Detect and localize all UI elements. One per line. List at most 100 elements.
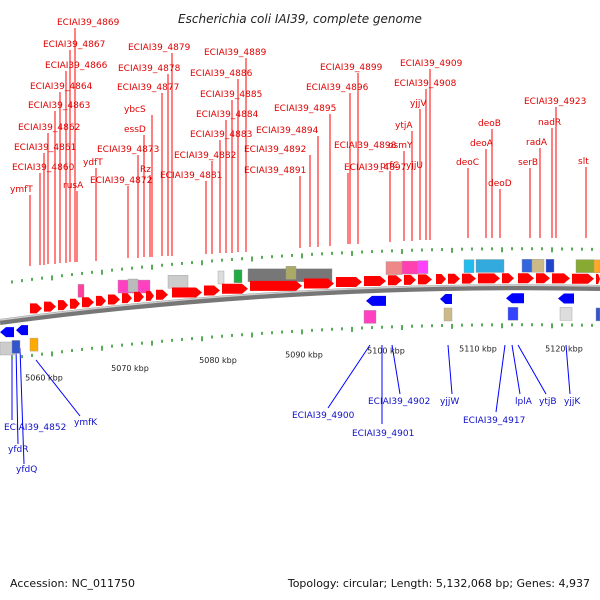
- gene-label-top[interactable]: Rz: [140, 165, 151, 175]
- gene-label-top[interactable]: rusA: [63, 181, 84, 191]
- gene-label-top[interactable]: ECIAI39_4891: [244, 166, 306, 176]
- gene-label-top[interactable]: ECIAI39_4884: [196, 110, 259, 120]
- gene-label-top[interactable]: slt: [578, 157, 589, 167]
- gene-arrow-reverse: [558, 293, 574, 304]
- gene-arrow-reverse: [366, 295, 386, 306]
- gene-label-top[interactable]: ECIAI39_4863: [28, 101, 90, 111]
- gene-arrow-forward: [222, 283, 248, 294]
- genome-backbone-highlight: [0, 284, 600, 321]
- gene-label-top[interactable]: serB: [518, 158, 538, 168]
- label-leader-lines: [11, 28, 587, 465]
- gene-label-top[interactable]: ydfT: [83, 158, 103, 168]
- gene-label-top[interactable]: ECIAI39_4896: [306, 83, 369, 93]
- gene-label-bottom[interactable]: ECIAI39_4901: [352, 429, 414, 439]
- gene-label-bottom[interactable]: ECIAI39_4852: [4, 423, 66, 433]
- gene-arrow-forward: [122, 293, 132, 304]
- gene-label-bottom[interactable]: ECIAI39_4902: [368, 397, 430, 407]
- gene-label-bottom[interactable]: ytjB: [539, 397, 557, 407]
- gene-arrow-forward: [404, 274, 416, 285]
- gene-labels: ECIAI39_4869 ECIAI39_4867 ECIAI39_4866 ECIA…: [4, 18, 589, 475]
- gene-arrow-reverse: [0, 327, 14, 338]
- leader-line-bottom: [35, 359, 81, 417]
- gene-label-top[interactable]: ECIAI39_4885: [200, 90, 262, 100]
- gene-label-top[interactable]: ymfT: [10, 185, 33, 195]
- gene-label-bottom[interactable]: lplA: [515, 397, 533, 407]
- gene-arrow-forward: [572, 273, 594, 284]
- gene-arrow-forward: [30, 303, 42, 314]
- gene-label-top[interactable]: yjjV: [410, 99, 427, 109]
- accession-text: Accession: NC_011750: [10, 577, 135, 590]
- gene-label-top[interactable]: radA: [526, 138, 548, 148]
- feature-box-lower: [11, 340, 21, 354]
- gene-label-top[interactable]: ECIAI39_4862: [18, 123, 80, 133]
- gene-label-bottom[interactable]: yfdQ: [16, 465, 37, 475]
- gene-arrow-forward: [58, 300, 68, 311]
- feature-boxes: [0, 259, 600, 356]
- gene-label-bottom[interactable]: ymfK: [74, 418, 98, 428]
- feature-box-lower: [363, 310, 377, 324]
- gene-arrow-forward: [250, 280, 302, 291]
- scale-label: 5120 kbp: [545, 344, 583, 353]
- feature-box-upper: [385, 261, 403, 275]
- gene-label-top[interactable]: essD: [124, 125, 146, 135]
- leader-line-bottom: [447, 344, 453, 395]
- gene-label-top[interactable]: ECIAI39_4892: [244, 145, 306, 155]
- gene-label-top[interactable]: ECIAI39_4877: [117, 83, 179, 93]
- gene-label-top[interactable]: ECIAI39_4878: [118, 64, 181, 74]
- gene-label-top[interactable]: ECIAI39_4923: [524, 97, 586, 107]
- gene-arrow-forward: [70, 298, 80, 309]
- gene-arrows: [0, 273, 600, 338]
- gene-arrow-forward: [172, 287, 202, 298]
- gene-arrow-forward: [448, 273, 460, 284]
- kbp-ticks: [11, 247, 593, 360]
- gene-label-top[interactable]: ECIAI39_4895: [274, 104, 336, 114]
- feature-box-lower: [443, 307, 453, 322]
- leader-line-bottom: [15, 347, 19, 445]
- gene-label-top[interactable]: ECIAI39_4909: [400, 59, 463, 69]
- gene-label-top[interactable]: ECIAI39_4866: [45, 61, 108, 71]
- gene-label-bottom[interactable]: yfdR: [8, 445, 28, 455]
- gene-label-top[interactable]: ECIAI39_4899: [320, 63, 383, 73]
- gene-label-top[interactable]: nadR: [538, 118, 561, 128]
- leader-line-bottom: [565, 344, 571, 395]
- gene-label-top[interactable]: ECIAI39_4883: [190, 130, 252, 140]
- gene-label-bottom[interactable]: yjjW: [440, 397, 459, 407]
- gene-label-top[interactable]: ECIAI39_4889: [204, 48, 267, 58]
- gene-label-top[interactable]: ECIAI39_4882: [174, 151, 236, 161]
- gene-label-top[interactable]: ECIAI39_4897: [344, 163, 406, 173]
- leader-line-bottom: [327, 344, 371, 409]
- gene-label-top[interactable]: ECIAI39_4864: [30, 82, 93, 92]
- gene-label-top[interactable]: ECIAI39_4861: [14, 143, 76, 153]
- gene-label-top[interactable]: deoA: [470, 139, 494, 149]
- gene-label-top[interactable]: osmY: [388, 141, 413, 151]
- gene-label-bottom[interactable]: ECIAI39_4917: [463, 416, 525, 426]
- gene-label-top[interactable]: ytjA: [395, 121, 413, 131]
- gene-label-top[interactable]: ECIAI39_4886: [190, 69, 253, 79]
- gene-arrow-forward: [418, 274, 432, 285]
- gene-label-top[interactable]: ECIAI39_4898: [334, 141, 397, 151]
- feature-box-upper: [593, 259, 600, 274]
- gene-arrow-forward: [518, 273, 534, 284]
- gene-label-top[interactable]: ECIAI39_4873: [97, 145, 159, 155]
- gene-label-top[interactable]: ECIAI39_4867: [43, 40, 105, 50]
- feature-box-upper: [233, 269, 243, 283]
- gene-label-top[interactable]: deoC: [456, 158, 479, 168]
- gene-label-top[interactable]: ECIAI39_4860: [12, 163, 75, 173]
- scale-label: 5090 kbp: [285, 350, 323, 359]
- gene-label-bottom[interactable]: ECIAI39_4900: [292, 411, 355, 421]
- gene-label-top[interactable]: prfC: [380, 161, 399, 171]
- gene-label-top[interactable]: ECIAI39_4872: [90, 176, 152, 186]
- gene-label-top[interactable]: ECIAI39_4908: [394, 79, 457, 89]
- gene-label-top[interactable]: ECIAI39_4869: [57, 18, 120, 28]
- gene-arrow-reverse: [506, 293, 524, 304]
- gene-label-top[interactable]: ECIAI39_4894: [256, 126, 319, 136]
- gene-arrow-forward: [82, 297, 94, 308]
- gene-label-bottom[interactable]: yjjK: [564, 397, 581, 407]
- gene-label-top[interactable]: ECIAI39_4881: [160, 171, 222, 181]
- gene-label-top[interactable]: deoB: [478, 119, 501, 129]
- gene-arrow-forward: [536, 273, 550, 284]
- gene-label-top[interactable]: deoD: [488, 179, 512, 189]
- gene-label-top[interactable]: ECIAI39_4879: [128, 43, 191, 53]
- gene-label-top[interactable]: ybcS: [124, 105, 146, 115]
- gene-label-top[interactable]: yjjU: [406, 161, 423, 171]
